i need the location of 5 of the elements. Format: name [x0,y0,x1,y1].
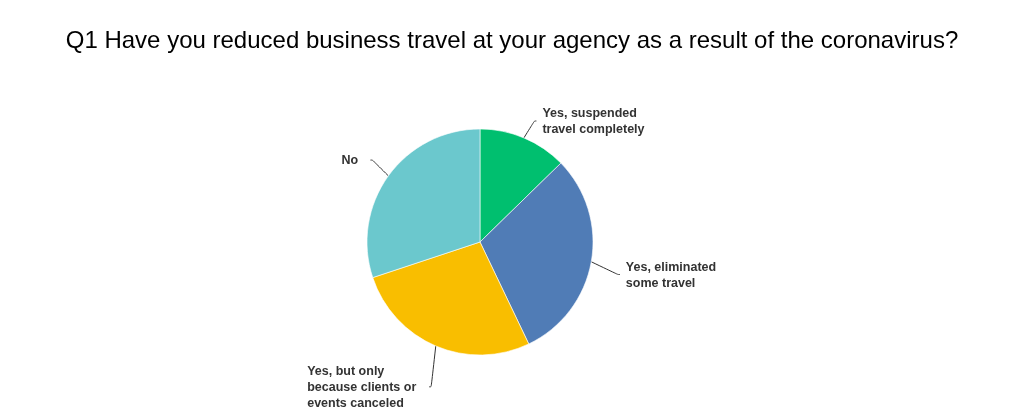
slice-label: No [341,153,359,168]
chart-title: Q1 Have you reduced business travel at your agency as a result of the coronavirus? [65,25,959,53]
slice-label: Yes, but only because clients or events canceled [307,363,420,410]
slice-label: Yes, suspended travel completely [542,106,645,136]
slice-label: Yes, eliminated some travel [625,259,720,290]
